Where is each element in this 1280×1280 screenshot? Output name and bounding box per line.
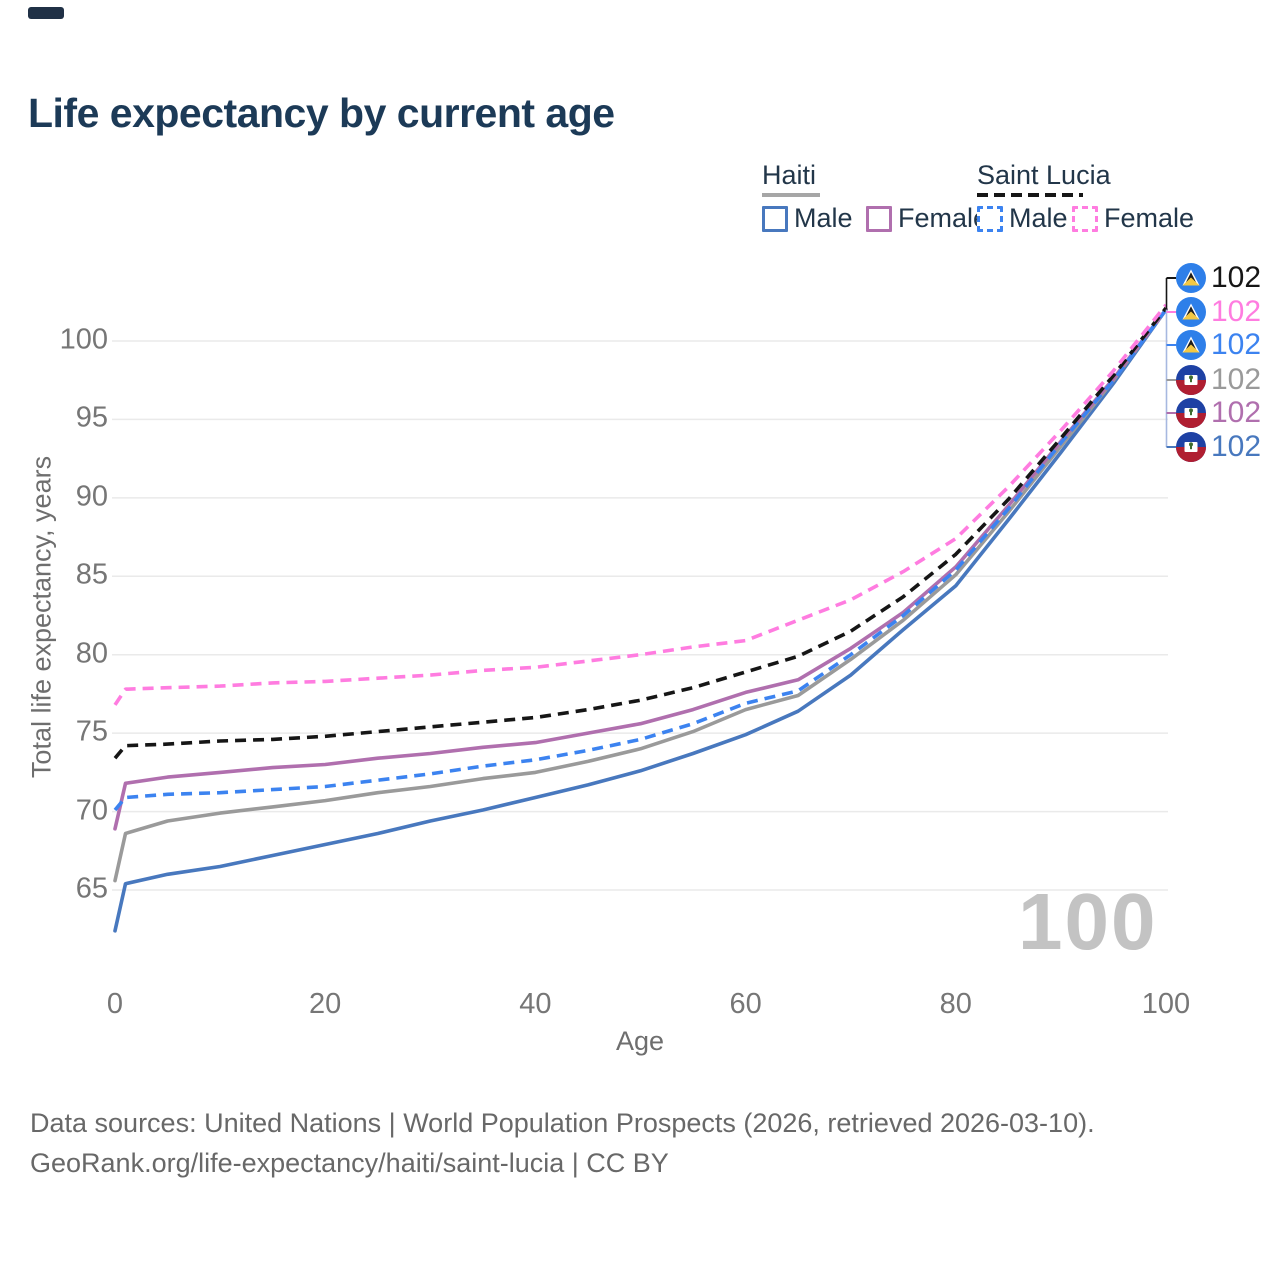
watermark: 100 — [1018, 877, 1158, 966]
end-value-label-haiti-both: 102 — [1211, 363, 1262, 396]
haiti-male-swatch-icon — [762, 205, 788, 232]
legend-saint-lucia-male-label: Male — [1009, 203, 1068, 233]
end-value-label-saint-lucia-male: 102 — [1211, 328, 1262, 361]
legend-saint-lucia-group: Saint Lucia — [977, 160, 1111, 197]
y-tick-label: 80 — [75, 637, 108, 670]
haiti-female-swatch-icon — [866, 205, 892, 232]
x-axis-title: Age — [615, 1026, 665, 1056]
series-line-saint-lucia-female[interactable] — [113, 303, 1168, 706]
legend-haiti-male[interactable]: Male — [762, 203, 853, 234]
y-tick-label: 90 — [75, 480, 108, 513]
y-tick-label: 70 — [75, 794, 108, 827]
y-tick-label: 85 — [75, 558, 108, 591]
legend-haiti-group: Haiti — [762, 160, 820, 197]
end-value-label-saint-lucia-female: 102 — [1211, 295, 1262, 328]
series-line-saint-lucia-male[interactable] — [113, 308, 1168, 812]
y-tick-label: 65 — [75, 872, 108, 905]
end-value-label-saint-lucia-both: 102 — [1211, 261, 1262, 294]
attribution-line: GeoRank.org/life-expectancy/haiti/saint-… — [30, 1148, 669, 1178]
end-value-label-haiti-female: 102 — [1211, 396, 1262, 429]
legend-haiti-label[interactable]: Haiti — [762, 160, 817, 190]
data-sources-line: Data sources: United Nations | World Pop… — [30, 1108, 1095, 1138]
legend-haiti-total-line-swatch — [762, 193, 820, 197]
x-tick-label: 20 — [309, 988, 342, 1020]
saint-lucia-female-swatch-icon — [1072, 205, 1098, 232]
series-line-saint-lucia-both[interactable] — [113, 306, 1168, 760]
legend-haiti-female[interactable]: Female — [866, 203, 988, 234]
series-line-haiti-both[interactable] — [113, 307, 1168, 883]
series-line-haiti-female[interactable] — [113, 307, 1168, 831]
legend-saint-lucia-female-label: Female — [1104, 203, 1195, 233]
legend-haiti-female-label: Female — [898, 203, 989, 233]
x-tick-label: 40 — [519, 988, 552, 1020]
page-title: Life expectancy by current age — [28, 90, 615, 136]
x-tick-label: 80 — [939, 988, 972, 1020]
x-tick-label: 100 — [1141, 988, 1191, 1020]
y-tick-label: 95 — [75, 401, 108, 434]
legend-saint-lucia-total-line-swatch — [977, 193, 1083, 197]
logo-fragment — [28, 7, 64, 19]
saint-lucia-male-swatch-icon — [977, 205, 1003, 232]
y-tick-label: 75 — [75, 715, 108, 748]
series-line-haiti-male[interactable] — [113, 307, 1168, 933]
legend-saint-lucia-label[interactable]: Saint Lucia — [977, 160, 1111, 190]
x-tick-label: 0 — [106, 988, 124, 1020]
end-value-label-haiti-male: 102 — [1211, 430, 1262, 463]
legend-haiti-male-label: Male — [794, 203, 853, 233]
legend-saint-lucia-male[interactable]: Male — [977, 203, 1068, 234]
y-tick-label: 100 — [59, 323, 108, 356]
x-tick-label: 60 — [729, 988, 762, 1020]
legend-saint-lucia-female[interactable]: Female — [1072, 203, 1194, 234]
